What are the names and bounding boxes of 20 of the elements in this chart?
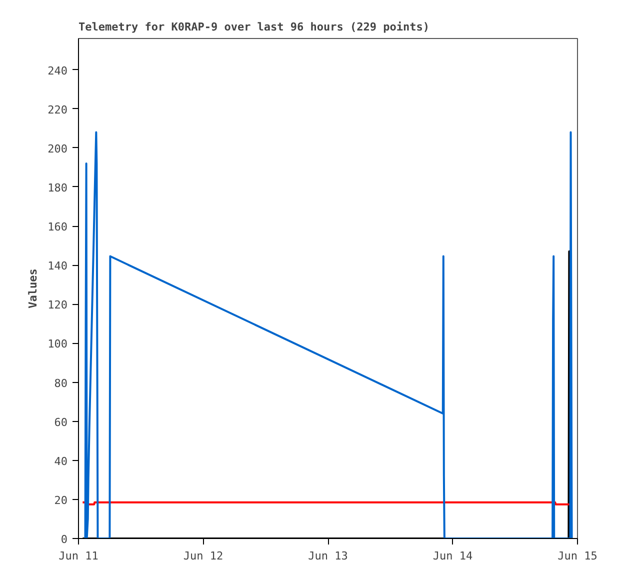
y-tick-label: 20 xyxy=(54,494,68,507)
x-tick-label: Jun 13 xyxy=(308,550,348,562)
y-axis-title: Values xyxy=(26,268,40,308)
y-tick-label: 160 xyxy=(48,220,68,234)
x-tick-label: Jun 15 xyxy=(558,550,598,562)
y-tick-label: 240 xyxy=(48,64,68,78)
x-tick-label: Jun 11 xyxy=(58,550,98,562)
y-tick-label: 0 xyxy=(60,533,68,546)
y-tick-label: 60 xyxy=(54,416,68,429)
y-tick-label: 80 xyxy=(54,376,68,390)
y-tick-label: 120 xyxy=(48,298,68,312)
x-tick-label: Jun 12 xyxy=(183,550,224,562)
y-tick-label: 40 xyxy=(54,454,68,468)
y-tick-label: 220 xyxy=(48,103,68,116)
y-tick-label: 200 xyxy=(48,142,68,156)
y-tick-label: 100 xyxy=(48,338,68,351)
y-tick-label: 140 xyxy=(48,260,68,273)
y-tick-label: 180 xyxy=(48,181,68,194)
chart-title: Telemetry for K0RAP-9 over last 96 hours (229 points) xyxy=(78,20,430,34)
x-tick-label: Jun 14 xyxy=(432,550,473,562)
